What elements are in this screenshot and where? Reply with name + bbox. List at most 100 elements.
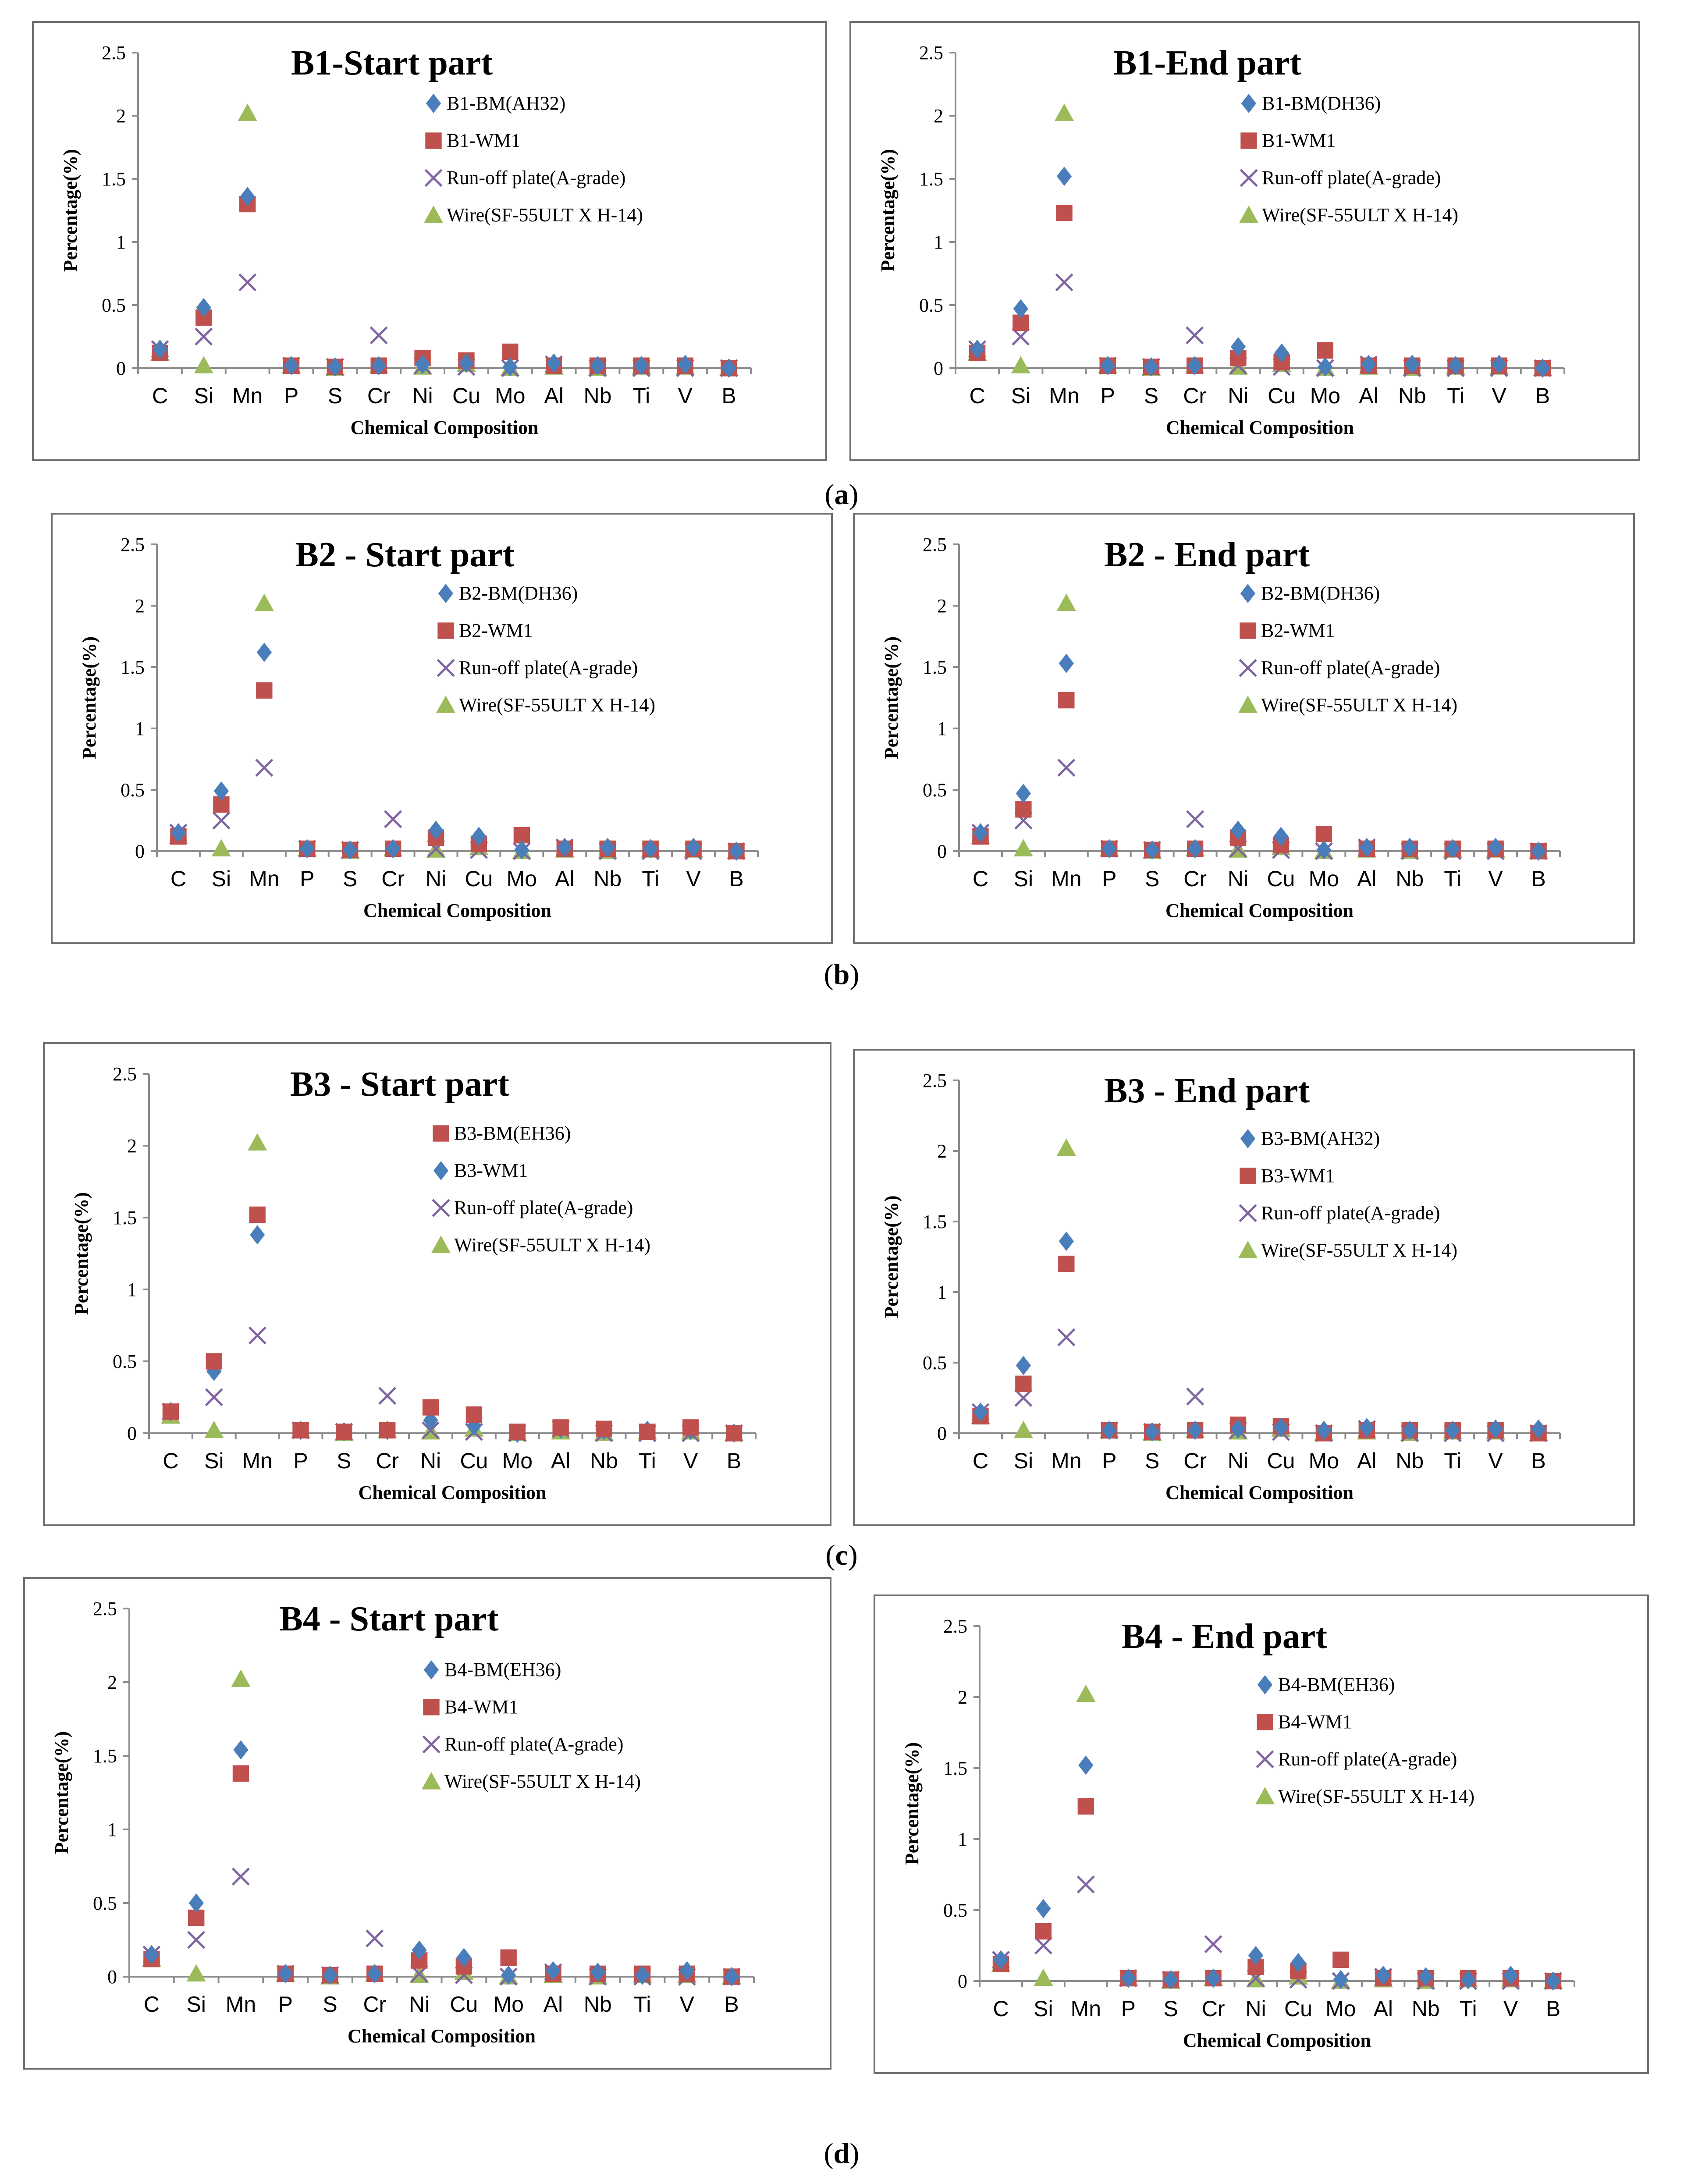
legend-label: Run-off plate(A-grade) [444, 1733, 623, 1755]
chart-title: B2 - End part [1104, 536, 1310, 574]
marker-cross-c6-s2-p1-stroke-b [187, 1931, 206, 1949]
marker-diamond-c5-s0-p12 [1488, 1419, 1503, 1439]
y-tick-label: 1.5 [943, 1758, 967, 1779]
marker-cross-c1-s2-p5-stroke-b [1186, 326, 1204, 344]
x-tick-label: Mn [242, 1449, 272, 1473]
x-tick-label: Cr [381, 866, 405, 891]
x-tick-label: S [1144, 384, 1158, 408]
x-tick-label: Al [1374, 1996, 1393, 2021]
x-tick-label: B [1531, 1449, 1545, 1473]
chart-title: B4 - End part [1122, 1617, 1327, 1656]
marker-square-c4-s0-p12 [682, 1419, 699, 1436]
x-tick-label: Cr [1183, 866, 1207, 891]
marker-cross-c5-s2-p1-stroke-b [1014, 1389, 1033, 1407]
y-tick-label: 0 [127, 1423, 137, 1444]
x-tick-label: Mo [1325, 1996, 1356, 2021]
marker-cross-c2-slegend2-p0-stroke-b [437, 659, 455, 677]
marker-diamond-c1-s0-p10 [1404, 355, 1420, 374]
marker-diamond-c0-slegend0-p0 [426, 94, 441, 113]
marker-diamond-c6-s0-p13 [724, 1967, 739, 1986]
x-tick-label: Ni [1228, 384, 1248, 408]
x-tick-label: Nb [584, 384, 612, 408]
caption-letter: b [834, 959, 850, 991]
marker-diamond-c2-s0-p13 [728, 842, 744, 861]
legend-label: B2-WM1 [459, 620, 533, 641]
x-tick-label: Nb [1396, 866, 1424, 891]
x-tick-label: Cu [1267, 866, 1295, 891]
y-tick-label: 1.5 [923, 1211, 947, 1232]
x-tick-label: P [1102, 866, 1116, 891]
marker-diamond-c0-s0-p11 [634, 356, 649, 376]
x-tick-label: Nb [1398, 384, 1426, 408]
x-tick-label: Nb [593, 866, 622, 891]
marker-cross-c7-slegend2-p0-stroke-b [1256, 1750, 1274, 1769]
x-tick-label: B [724, 1992, 739, 2017]
chart-panel-7: B4 - Start part 0 0.5 1 1.5 2 2.5 C Si Mn P S Cr Ni Cu… [23, 1577, 831, 2070]
x-tick-label: Al [1359, 384, 1378, 408]
marker-triangle-c5-s3-p1 [1013, 1420, 1033, 1438]
marker-diamond-c0-s0-p4 [327, 357, 343, 377]
marker-square-c4-s0-p4 [336, 1424, 352, 1440]
y-tick-label: 1.5 [93, 1745, 117, 1767]
legend-label: B1-WM1 [447, 130, 521, 151]
marker-diamond-c1-s0-p2 [1056, 167, 1072, 186]
x-tick-label: Si [1011, 384, 1030, 408]
legend-label: Run-off plate(A-grade) [1261, 1202, 1440, 1224]
caption-a: (a) [825, 479, 859, 511]
x-tick-label: P [1121, 1996, 1136, 2021]
caption-letter: c [835, 1539, 848, 1571]
legend-label: Wire(SF-55ULT X H-14) [1261, 694, 1457, 716]
y-tick-label: 1.5 [102, 168, 126, 190]
caption-close-paren: ) [848, 1539, 858, 1571]
chart-frame [853, 513, 1635, 944]
marker-diamond-c3-s0-p7 [1273, 827, 1289, 846]
marker-square-c4-slegend0-p0 [433, 1125, 449, 1142]
x-tick-label: Ti [632, 384, 650, 408]
marker-diamond-c7-s0-p8 [1333, 1970, 1349, 1989]
x-tick-label: Ti [1447, 384, 1464, 408]
marker-cross-c4-s2-p6-stroke-b [422, 1421, 440, 1439]
marker-triangle-c2-s3-p2 [254, 593, 274, 611]
y-tick-label: 0 [934, 358, 943, 379]
chart-frame [874, 1594, 1649, 2074]
marker-diamond-c7-s0-p3 [1121, 1968, 1136, 1988]
x-tick-label: Nb [584, 1992, 612, 2017]
y-tick-label: 0.5 [919, 295, 943, 316]
marker-square-c4-s0-p9 [552, 1419, 569, 1436]
marker-diamond-c5-s0-p13 [1531, 1419, 1546, 1439]
y-tick-label: 0.5 [923, 779, 947, 801]
marker-cross-c0-s2-p1-stroke-b [195, 327, 213, 346]
x-tick-label: Nb [1412, 1996, 1440, 2021]
marker-cross-c2-s2-p2-stroke-b [255, 759, 274, 777]
marker-diamond-c3-s0-p10 [1402, 838, 1418, 857]
marker-cross-c0-slegend2-p0 [424, 169, 443, 187]
caption-open-paren: ( [825, 479, 835, 511]
marker-diamond-c1-s0-p13 [1535, 359, 1550, 378]
marker-cross-c5-s2-p2-stroke-b [1057, 1328, 1076, 1346]
marker-diamond-c1-s0-p6 [1230, 337, 1246, 357]
x-tick-label: P [1101, 384, 1115, 408]
y-tick-label: 1 [116, 231, 126, 253]
y-tick-label: 1 [937, 718, 947, 739]
x-tick-label: Mo [493, 1992, 523, 2017]
marker-diamond-c6-s0-p9 [545, 1961, 561, 1981]
marker-diamond-c0-s0-p6 [415, 355, 430, 374]
marker-diamond-c7-s0-p6 [1248, 1946, 1264, 1965]
marker-cross-c0-s2-p2 [238, 273, 257, 291]
marker-diamond-c3-s0-p11 [1445, 839, 1460, 859]
y-tick-label: 2.5 [102, 42, 126, 64]
x-tick-label: Ni [1228, 1449, 1248, 1473]
y-axis-title: Percentage(%) [881, 1195, 902, 1318]
marker-cross-c4-s2-p6 [422, 1421, 440, 1439]
y-tick-label: 2 [958, 1687, 967, 1708]
marker-square-c4-s0-p10 [596, 1420, 612, 1437]
marker-diamond-c1-s0-p5 [1187, 356, 1202, 376]
x-tick-label: V [1488, 866, 1503, 891]
y-axis-title: Percentage(%) [881, 636, 902, 759]
marker-diamond-c5-s0-p0 [973, 1402, 988, 1422]
caption-letter: a [835, 479, 849, 511]
x-tick-label: C [973, 866, 988, 891]
y-tick-label: 1 [127, 1279, 137, 1300]
marker-triangle-c6-slegend3-p0 [422, 1772, 441, 1790]
